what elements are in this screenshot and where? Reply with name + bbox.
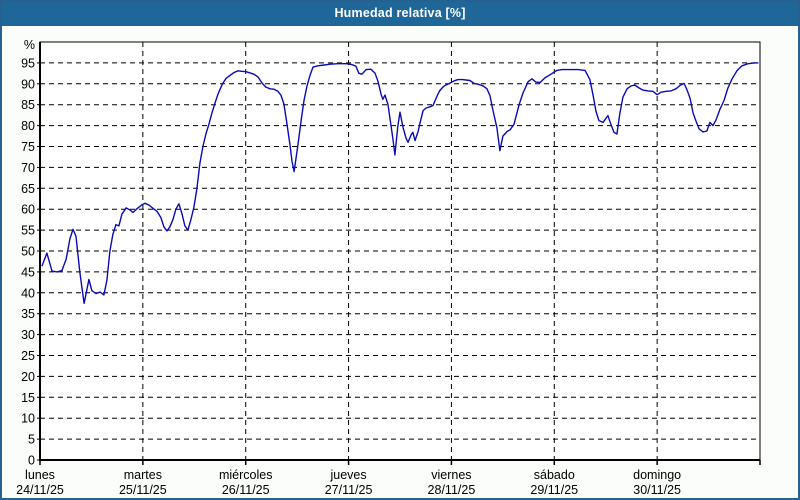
y-axis-label: 75 [21, 140, 35, 154]
y-axis-label: 35 [21, 307, 35, 321]
y-axis-label: 80 [21, 119, 35, 133]
x-axis-day-label: lunes [25, 468, 55, 482]
x-axis-date-label: 25/11/25 [119, 483, 167, 497]
x-axis-date-label: 30/11/25 [633, 483, 681, 497]
x-axis-date-label: 28/11/25 [428, 483, 476, 497]
y-axis-unit-label: % [24, 38, 35, 52]
y-axis-label: 15 [21, 391, 35, 405]
x-axis-day-label: domingo [633, 468, 681, 482]
x-axis-date-label: 24/11/25 [16, 483, 64, 497]
y-axis-label: 95 [21, 56, 35, 70]
y-axis-label: 0 [28, 454, 35, 468]
y-axis-label: 25 [21, 349, 35, 363]
y-axis-label: 60 [21, 203, 35, 217]
humidity-line [41, 62, 759, 304]
title-bar: Humedad relativa [%] [0, 0, 800, 26]
y-axis-label: 10 [21, 412, 35, 426]
y-axis-label: 20 [21, 370, 35, 384]
y-axis-label: 90 [21, 77, 35, 91]
y-axis-label: 50 [21, 245, 35, 259]
x-axis-day-label: miércoles [219, 468, 273, 482]
y-axis-label: 70 [21, 161, 35, 175]
x-axis-date-label: 26/11/25 [222, 483, 270, 497]
y-axis-label: 55 [21, 224, 35, 238]
y-axis-label: 40 [21, 286, 35, 300]
y-axis-label: 30 [21, 328, 35, 342]
x-axis-day-label: jueves [330, 468, 367, 482]
x-axis-day-label: viernes [431, 468, 471, 482]
x-axis-day-label: martes [124, 468, 162, 482]
y-axis-label: 45 [21, 265, 35, 279]
x-axis-day-label: sábado [534, 468, 575, 482]
x-axis-date-label: 27/11/25 [325, 483, 373, 497]
chart-title: Humedad relativa [%] [334, 6, 466, 20]
x-axis-date-label: 29/11/25 [530, 483, 578, 497]
y-axis-label: 85 [21, 98, 35, 112]
y-axis-label: 5 [28, 433, 35, 447]
y-axis-label: 65 [21, 182, 35, 196]
